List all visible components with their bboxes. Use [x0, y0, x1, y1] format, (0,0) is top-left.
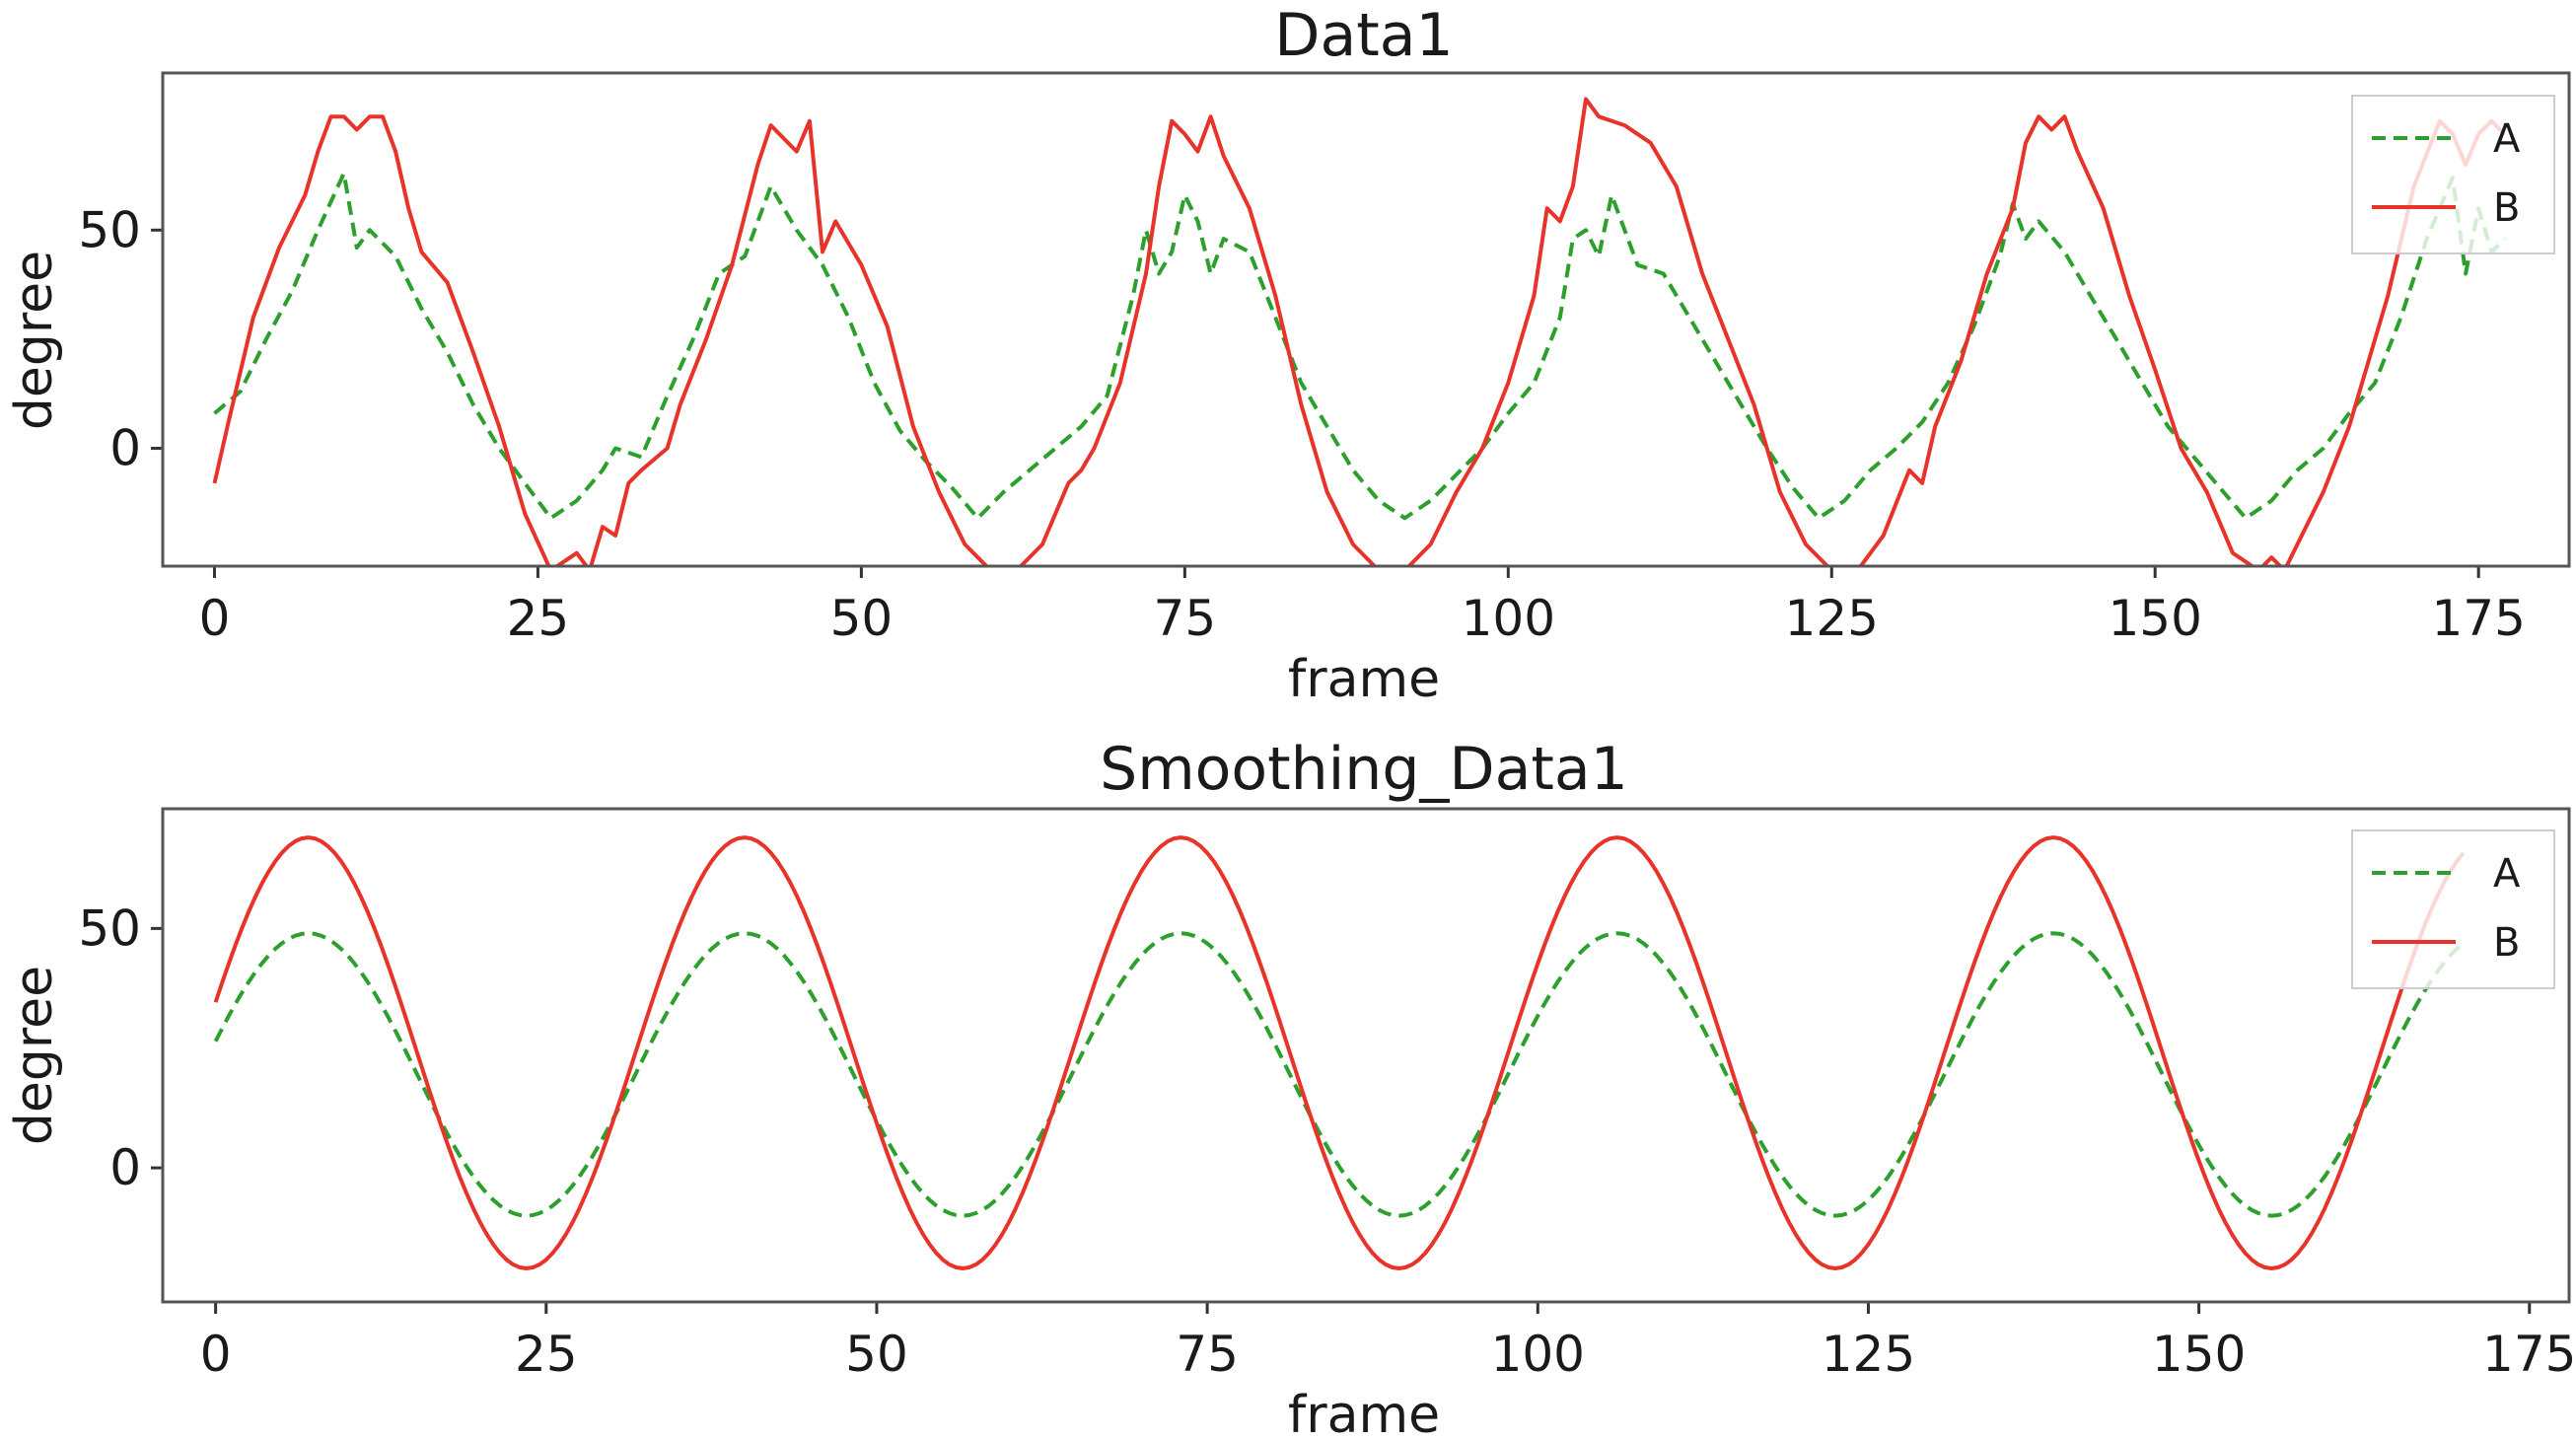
x-tick-label: 175 [2482, 1326, 2576, 1383]
series-layer [213, 835, 2466, 1270]
y-tick-label: 50 [78, 201, 141, 258]
chart-smoothing-data1: Smoothing_Data1 frame degree 0 25 50 75 100 1… [5, 735, 2576, 1440]
plot-frame [161, 807, 2571, 1304]
legend-label-a: A [2493, 116, 2521, 162]
legend-label-a: A [2493, 851, 2521, 897]
x-tick-label: 50 [845, 1326, 908, 1383]
x-tick-label: 125 [1822, 1326, 1915, 1383]
x-tick-label: 100 [1462, 590, 1555, 647]
series-line-a [213, 171, 2506, 521]
y-axis-label: degree [5, 966, 64, 1145]
y-tick-label: 50 [78, 900, 141, 957]
chart-title: Data1 [1274, 1, 1453, 70]
series-layer [212, 97, 2506, 566]
series-line-b [212, 97, 2506, 566]
series-line-b [213, 835, 2466, 1270]
legend-box [2351, 829, 2555, 989]
y-axis-label: degree [5, 251, 64, 430]
y-tick-label: 0 [109, 1139, 141, 1196]
legend: A B [2351, 95, 2555, 254]
x-tick-label: 25 [507, 590, 570, 647]
x-tick-label: 25 [515, 1326, 578, 1383]
x-tick-label: 100 [1491, 1326, 1585, 1383]
legend-label-b: B [2493, 185, 2520, 231]
ticks-layer: 0 25 50 75 100 125 150 175 0 50 [78, 900, 2576, 1383]
x-tick-label: 75 [1154, 590, 1217, 647]
x-tick-label: 175 [2431, 590, 2525, 647]
x-tick-label: 150 [2152, 1326, 2246, 1383]
y-tick-label: 0 [109, 420, 141, 477]
chart-data1: Data1 frame degree 0 25 50 75 100 125 150 175 0 5… [5, 1, 2571, 709]
plot-frame [161, 71, 2571, 568]
x-axis-label: frame [1288, 1386, 1440, 1440]
x-tick-label: 125 [1785, 590, 1879, 647]
x-axis-label: frame [1288, 650, 1440, 709]
legend: A B [2351, 829, 2555, 989]
ticks-layer: 0 25 50 75 100 125 150 175 0 50 [78, 201, 2526, 647]
legend-box [2351, 95, 2555, 254]
x-tick-label: 150 [2108, 590, 2201, 647]
x-tick-label: 0 [200, 1326, 232, 1383]
x-tick-label: 75 [1176, 1326, 1239, 1383]
series-line-a [213, 931, 2465, 1218]
x-tick-label: 50 [830, 590, 894, 647]
legend-label-b: B [2493, 920, 2520, 966]
chart-title: Smoothing_Data1 [1100, 735, 1628, 804]
x-tick-label: 0 [199, 590, 231, 647]
